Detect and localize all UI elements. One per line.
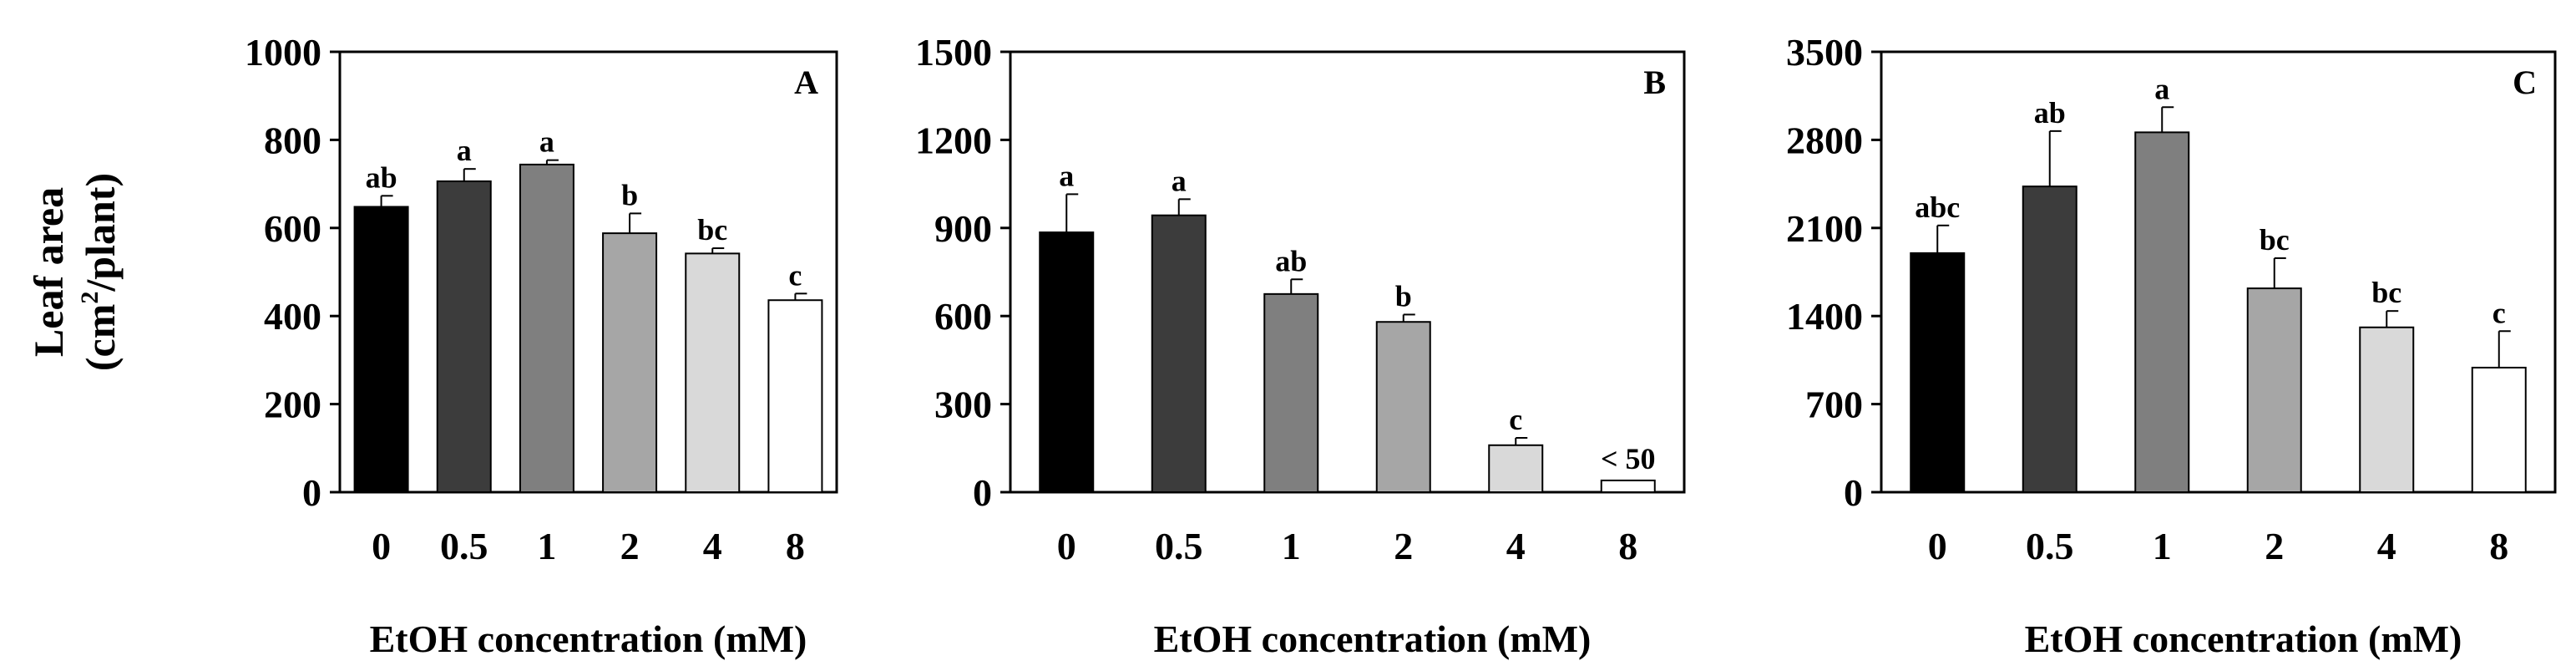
y-axis-label-line1: Leaf area (25, 187, 72, 357)
y-tick-label: 3500 (1786, 31, 1863, 74)
bar (1375, 321, 1431, 493)
bar (1039, 231, 1095, 493)
significance-label: abc (1915, 191, 1960, 224)
x-axis-label: EtOH concentration (mM) (370, 618, 807, 660)
bar (353, 206, 409, 493)
x-tick-label: 2 (2265, 525, 2284, 567)
chart-panel-b: 0 300 600 900 1200 1500 a 0 a 0.5 ab 1 b 2 c 4 < 50 8 B EtO… (915, 31, 1686, 660)
x-tick-label: 4 (703, 525, 722, 567)
bar (2359, 326, 2415, 493)
x-tick-label: 8 (2489, 525, 2508, 567)
significance-label: a (1172, 164, 1187, 197)
x-tick-label: 8 (786, 525, 805, 567)
x-tick-label: 8 (1618, 525, 1637, 567)
significance-label: ab (366, 160, 397, 194)
significance-label: b (621, 178, 638, 211)
x-tick-label: 0.5 (440, 525, 488, 567)
significance-label: c (788, 258, 802, 292)
bar (602, 232, 658, 493)
y-tick-label: 1200 (915, 119, 992, 161)
y-tick-label: 1000 (245, 31, 321, 74)
y-tick-label: 2800 (1786, 119, 1863, 161)
bar (1600, 479, 1656, 493)
x-tick-label: 0 (1057, 525, 1076, 567)
chart-panel-a: 0 200 400 600 800 1000 ab 0 a 0.5 a 1 b 2 bc 4 c 8 A EtOH c… (25, 31, 838, 660)
bar (767, 299, 823, 493)
y-tick-label: 300 (934, 384, 992, 426)
x-axis-label: EtOH concentration (mM) (2025, 618, 2462, 660)
bar (1488, 444, 1544, 494)
panel-letter: B (1643, 64, 1666, 101)
x-tick-label: 0 (1928, 525, 1947, 567)
panel-letter: A (794, 64, 818, 101)
significance-label: a (539, 125, 554, 159)
y-tick-label: 0 (302, 471, 321, 514)
x-tick-label: 0.5 (2026, 525, 2074, 567)
bar (519, 163, 574, 494)
x-tick-label: 4 (2377, 525, 2396, 567)
x-tick-label: 0 (372, 525, 391, 567)
x-tick-label: 4 (1506, 525, 1526, 567)
significance-label: bc (2260, 223, 2290, 257)
y-tick-label: 400 (264, 295, 321, 338)
y-tick-label: 2100 (1786, 207, 1863, 250)
y-tick-label: 0 (1844, 471, 1863, 514)
significance-label: a (2154, 72, 2169, 105)
plot-frame (1009, 50, 1686, 494)
y-axis-label-post: /plant) (77, 173, 124, 292)
x-tick-label: 1 (537, 525, 556, 567)
y-tick-label: 900 (934, 207, 992, 250)
y-tick-label: 1500 (915, 31, 992, 74)
plot-frame (338, 50, 838, 494)
bar (1263, 292, 1319, 493)
y-tick-label: 200 (264, 384, 321, 426)
y-axis-label-pre: (cm (77, 304, 124, 372)
bar (2246, 287, 2302, 493)
x-tick-label: 1 (1282, 525, 1301, 567)
significance-label: bc (2371, 276, 2401, 309)
y-tick-label: 600 (264, 207, 321, 250)
x-tick-label: 0.5 (1155, 525, 1203, 567)
x-tick-label: 1 (2153, 525, 2172, 567)
bar (2022, 186, 2078, 494)
y-tick-label: 600 (934, 295, 992, 338)
y-axis-label-superscript: 2 (76, 292, 104, 304)
plot-frame (1880, 50, 2557, 494)
y-axis-label: Leaf area (cm2/plant) (25, 173, 124, 371)
significance-label: c (1509, 403, 1522, 436)
x-tick-label: 2 (620, 525, 640, 567)
significance-label: ab (1275, 244, 1307, 277)
x-tick-label: 2 (1394, 525, 1413, 567)
significance-label: ab (2034, 96, 2066, 130)
significance-label: < 50 (1601, 442, 1656, 475)
significance-label: bc (697, 213, 727, 247)
significance-label: a (457, 134, 472, 167)
bar (436, 180, 492, 494)
bar (685, 252, 741, 493)
y-tick-label: 800 (264, 119, 321, 161)
y-axis-label-line2: (cm2/plant) (76, 173, 124, 371)
y-tick-label: 700 (1805, 384, 1863, 426)
bar (2471, 366, 2527, 494)
chart-panel-c: 0 700 1400 2100 2800 3500 abc 0 ab 0.5 a 1 bc 2 bc 4 c 8 C… (1786, 31, 2557, 660)
bar (1910, 252, 1966, 493)
x-axis-label: EtOH concentration (mM) (1154, 618, 1592, 660)
significance-label: a (1059, 159, 1074, 192)
bar (2134, 131, 2190, 493)
y-tick-label: 0 (973, 471, 992, 514)
significance-label: c (2492, 296, 2506, 329)
y-tick-label: 1400 (1786, 295, 1863, 338)
bar (1151, 214, 1207, 493)
panel-letter: C (2513, 64, 2537, 101)
significance-label: b (1395, 279, 1412, 313)
